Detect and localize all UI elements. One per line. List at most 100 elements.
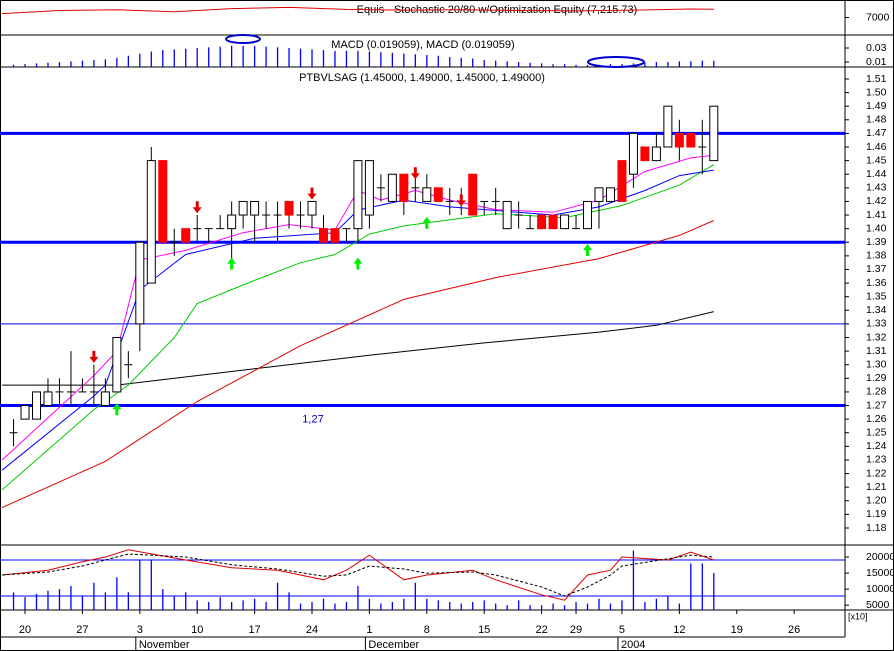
candle-body <box>594 187 604 202</box>
y-tick-label: 1.50 <box>866 86 887 98</box>
y-tick-label: 1.30 <box>866 358 887 370</box>
buy-arrow <box>112 403 122 416</box>
y-tick-label: 1.45 <box>866 154 887 166</box>
candle-body <box>640 146 650 162</box>
month-label: 2004 <box>621 639 645 651</box>
x-tick-label: 20 <box>19 624 31 636</box>
y-tick-label: 1.22 <box>866 467 887 479</box>
y-tick-label: 1.44 <box>866 168 887 180</box>
series-line <box>2 549 714 601</box>
y-tick-label: 1.19 <box>866 508 887 520</box>
x-tick-label: 22 <box>535 624 547 636</box>
y-tick-label: 1.47 <box>866 127 887 139</box>
candle-body <box>605 187 615 202</box>
x-tick-label: 3 <box>137 624 143 636</box>
candle-body <box>250 200 260 216</box>
buy-arrow <box>422 216 432 229</box>
x-tick-label: 26 <box>788 624 800 636</box>
y-tick-label: 1.42 <box>866 195 887 207</box>
y-tick-label: 1.51 <box>866 73 887 85</box>
y-tick-label: 1.25 <box>866 427 887 439</box>
candle-body <box>330 228 340 243</box>
buy-arrow <box>583 244 593 257</box>
y-tick-label: 0.01 <box>866 56 887 68</box>
y-tick-label: 1.43 <box>866 182 887 194</box>
y-tick-label: 1.39 <box>866 236 887 248</box>
sell-arrow <box>89 350 99 363</box>
y-tick-label: 1.41 <box>866 209 887 221</box>
price-title: PTBVLSAG (1.45000, 1.49000, 1.45000, 1.4… <box>299 72 545 84</box>
candle-body <box>238 200 248 216</box>
y-tick-label: 1.29 <box>866 372 887 384</box>
x-tick-label: 5 <box>619 624 625 636</box>
y-tick-label: 20000 <box>866 551 894 563</box>
x-tick-label: 8 <box>424 624 430 636</box>
y-tick-label: 1.24 <box>866 440 887 452</box>
month-label: December <box>368 639 419 651</box>
buy-arrow <box>227 257 237 270</box>
candle-body <box>628 132 638 175</box>
x-tick-label: 27 <box>76 624 88 636</box>
y-tick-label: 1.21 <box>866 481 887 493</box>
y-tick-label: 1.49 <box>866 100 887 112</box>
candle-body <box>146 160 156 284</box>
x-tick-label: 24 <box>306 624 318 636</box>
series-line <box>2 6 714 15</box>
series-line <box>2 553 714 597</box>
y-tick-label: 15000 <box>866 567 894 579</box>
candle-body <box>284 200 294 216</box>
sell-arrow <box>307 187 317 200</box>
x-tick-label: 29 <box>570 624 582 636</box>
y-tick-label: 1.28 <box>866 386 887 398</box>
candle-body <box>583 200 593 230</box>
sell-arrow <box>192 201 202 214</box>
x-tick-label: 10 <box>191 624 203 636</box>
y-tick-label: 5000 <box>866 599 890 611</box>
highlight-oval <box>587 56 645 68</box>
candle-body <box>112 336 122 393</box>
series-line <box>2 311 714 386</box>
y-tick-label: 1.37 <box>866 263 887 275</box>
x-tick-label: 1 <box>366 624 372 636</box>
candle-body <box>20 405 30 420</box>
y-tick-label: 1.32 <box>866 331 887 343</box>
candle-body <box>617 160 627 202</box>
annotation: 1,27 <box>302 413 323 425</box>
candle-body <box>100 391 110 407</box>
y-tick-label: 1.18 <box>866 522 887 534</box>
sell-arrow <box>456 194 466 207</box>
series-line <box>1 164 715 491</box>
candle-body <box>686 132 696 148</box>
candle-body <box>32 391 42 420</box>
candle-body <box>560 214 570 230</box>
y-tick-label: 1.20 <box>866 495 887 507</box>
y-tick-label: 1.23 <box>866 454 887 466</box>
candle-body <box>422 187 432 202</box>
series-line <box>1 220 714 509</box>
x-tick-label: 12 <box>673 624 685 636</box>
macd-title: MACD (0.019059), MACD (0.019059) <box>331 39 514 51</box>
month-label: November <box>139 639 190 651</box>
candle-body <box>135 241 145 325</box>
candle-body <box>548 214 558 230</box>
candle-body <box>318 228 328 243</box>
x-tick-label: 19 <box>731 624 743 636</box>
y-tick-label: 10000 <box>866 583 894 595</box>
buy-arrow <box>353 257 363 270</box>
candle-body <box>364 160 374 216</box>
candle-body <box>468 173 478 216</box>
unit-label: [x10] <box>848 611 868 621</box>
y-tick-label: 1.35 <box>866 290 887 302</box>
candle-body <box>387 173 397 202</box>
y-tick-label: 1.36 <box>866 277 887 289</box>
x-tick-label: 17 <box>248 624 260 636</box>
x-tick-label: 15 <box>478 624 490 636</box>
y-tick-label: 1.40 <box>866 222 887 234</box>
candle-body <box>158 160 168 243</box>
y-tick-label: 1.31 <box>866 345 887 357</box>
candle-body <box>181 228 191 243</box>
candle-body <box>663 105 673 148</box>
y-tick-label: 7000 <box>866 11 890 23</box>
